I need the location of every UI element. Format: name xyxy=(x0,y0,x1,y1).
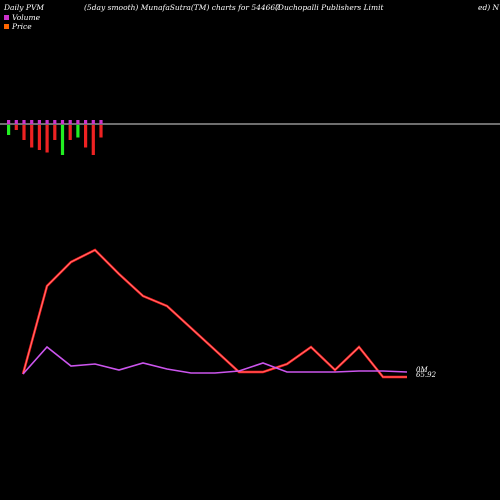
volume-bars xyxy=(7,120,103,155)
volume-bar xyxy=(68,125,72,140)
company-name-tail: ed) N xyxy=(478,3,500,12)
volume-bar xyxy=(22,125,26,140)
volume-bar xyxy=(7,125,11,135)
volume-bar-cap xyxy=(84,120,88,124)
volume-bar-cap xyxy=(7,120,11,124)
volume-bar-cap xyxy=(99,120,103,124)
volume-bar xyxy=(84,125,88,148)
chart-title: (5day smooth) MunafaSutra(TM) charts for… xyxy=(84,3,280,12)
volume-bar-cap xyxy=(45,120,49,124)
volume-bar xyxy=(53,125,57,140)
volume-bar-cap xyxy=(14,120,18,124)
volume-line xyxy=(22,345,408,375)
volume-bar-cap xyxy=(76,120,80,124)
volume-bar-cap xyxy=(60,120,65,124)
volume-bar xyxy=(91,125,95,155)
legend-volume-swatch xyxy=(4,15,9,20)
end-label-volume: 0M xyxy=(416,366,428,374)
price-line xyxy=(21,248,407,379)
legend-price: Price xyxy=(4,22,32,31)
volume-bar-cap xyxy=(22,120,26,124)
price-line-highlight xyxy=(22,249,407,378)
volume-bar xyxy=(14,125,18,130)
chart-label-daily-pvm: Daily PVM xyxy=(4,3,45,12)
volume-bar-cap xyxy=(30,120,34,124)
legend-volume-label: Volume xyxy=(12,13,41,22)
volume-bar-cap xyxy=(91,120,95,124)
legend-price-swatch xyxy=(4,24,9,29)
volume-bar xyxy=(99,125,103,138)
volume-bar-cap xyxy=(53,120,57,124)
legend-price-label: Price xyxy=(12,22,32,31)
volume-bar xyxy=(30,125,34,148)
legend-volume: Volume xyxy=(4,13,40,22)
company-name: (Duchopalli Publishers Limit xyxy=(275,3,384,12)
volume-bar xyxy=(45,125,49,153)
volume-bar xyxy=(60,125,65,155)
end-label-price: 65.92 xyxy=(416,371,437,379)
volume-bar-cap xyxy=(68,120,72,124)
volume-bar-cap xyxy=(37,120,41,124)
volume-bar xyxy=(76,125,80,138)
volume-bar xyxy=(37,125,41,150)
